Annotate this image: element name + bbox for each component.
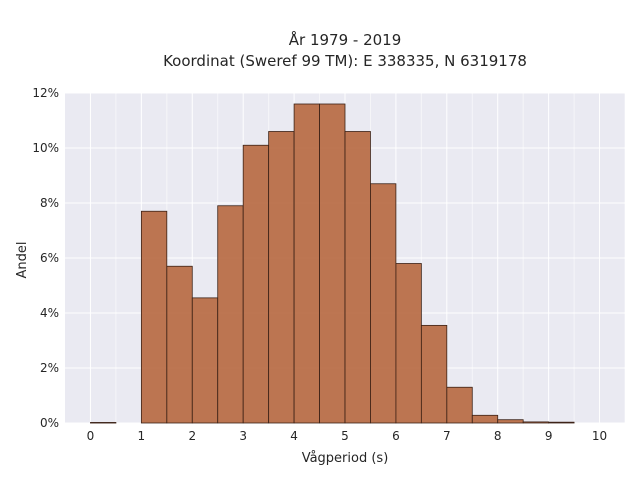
histogram-bar bbox=[471, 414, 499, 424]
x-tick-label: 7 bbox=[443, 429, 451, 443]
x-tick-label: 4 bbox=[290, 429, 298, 443]
histogram-bar bbox=[90, 422, 117, 424]
y-axis-label: Andel bbox=[15, 242, 30, 279]
histogram-bar bbox=[140, 210, 168, 424]
x-tick-label: 6 bbox=[392, 429, 400, 443]
histogram-bar bbox=[370, 183, 397, 424]
x-tick-label: 1 bbox=[138, 429, 146, 443]
histogram-bar bbox=[166, 265, 193, 424]
x-tick-label: 0 bbox=[87, 429, 95, 443]
x-axis-label: Vågperiod (s) bbox=[302, 451, 389, 466]
bars bbox=[90, 103, 575, 424]
y-tick-label: 4% bbox=[40, 306, 59, 320]
histogram-bar bbox=[548, 421, 575, 424]
x-tick-label: 3 bbox=[239, 429, 247, 443]
y-tick-label: 6% bbox=[40, 251, 59, 265]
histogram-bar bbox=[446, 386, 473, 424]
chart-title-line-2: Koordinat (Sweref 99 TM): E 338335, N 63… bbox=[163, 52, 527, 70]
histogram-bar bbox=[319, 103, 346, 424]
y-tick-label: 0% bbox=[40, 416, 59, 430]
y-tick-label: 12% bbox=[32, 86, 59, 100]
x-tick-label: 2 bbox=[188, 429, 196, 443]
histogram-bar bbox=[191, 297, 219, 424]
histogram-bar bbox=[522, 421, 550, 424]
histogram-bar bbox=[242, 144, 270, 424]
histogram-bar bbox=[497, 419, 524, 424]
x-tick-label: 5 bbox=[341, 429, 349, 443]
y-tick-label: 2% bbox=[40, 361, 59, 375]
x-tick-label: 9 bbox=[545, 429, 553, 443]
x-tick-label: 8 bbox=[494, 429, 502, 443]
y-tick-labels: 0% 2% 4% 6% 8% 10% 12% bbox=[32, 86, 59, 430]
x-tick-labels: 0 1 2 3 4 5 6 7 8 9 10 bbox=[87, 429, 608, 443]
y-tick-label: 8% bbox=[40, 196, 59, 210]
histogram-bar bbox=[344, 131, 371, 424]
histogram-bar bbox=[293, 103, 320, 424]
x-tick-label: 10 bbox=[592, 429, 607, 443]
chart-title-line-1: År 1979 - 2019 bbox=[289, 30, 402, 49]
histogram-bar bbox=[395, 263, 422, 424]
histogram-bar bbox=[217, 205, 244, 424]
histogram-bar bbox=[268, 131, 295, 424]
histogram-bar bbox=[420, 324, 448, 424]
y-tick-label: 10% bbox=[32, 141, 59, 155]
